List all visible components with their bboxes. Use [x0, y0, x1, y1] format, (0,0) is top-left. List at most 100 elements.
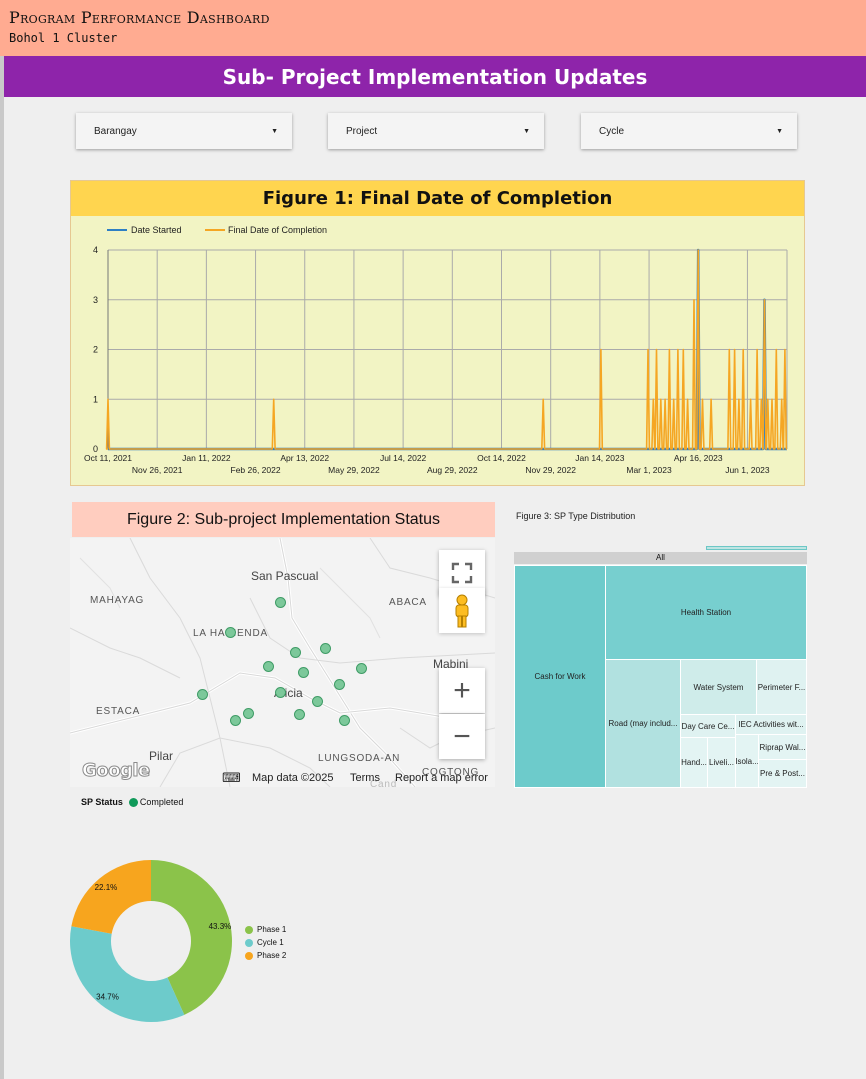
map-marker[interactable] — [320, 643, 331, 654]
map-label-cogtong: COGTONG — [422, 767, 480, 778]
chevron-down-icon: ▼ — [271, 127, 278, 135]
series-line-final-date-of-completion[interactable] — [105, 249, 788, 450]
treemap-cell-iec-activities[interactable]: IEC Activities wit... — [735, 714, 807, 735]
legend-label: Cycle 1 — [257, 938, 284, 947]
treemap-cell-pre-post[interactable]: Pre & Post... — [758, 759, 807, 788]
x-tick-label: Aug 29, 2022 — [427, 465, 478, 475]
map-marker[interactable] — [230, 715, 241, 726]
map-marker[interactable] — [312, 696, 323, 707]
zoom-in-button[interactable]: + — [439, 668, 485, 713]
pegman-icon — [455, 594, 469, 627]
map-marker[interactable] — [339, 715, 350, 726]
map-marker[interactable] — [263, 661, 274, 672]
terms-link[interactable]: Terms — [350, 772, 380, 784]
treemap-root-label[interactable]: All — [514, 552, 807, 564]
chevron-down-icon: ▼ — [776, 127, 783, 135]
legend-label-completed: Completed — [139, 797, 184, 807]
map-label-estaca: ESTACA — [96, 706, 141, 717]
street-view-button[interactable] — [439, 588, 485, 633]
x-tick-label: Mar 1, 2023 — [626, 465, 672, 475]
treemap-cell-riprap-wall[interactable]: Riprap Wal... — [758, 734, 807, 760]
figure1-title: Figure 1: Final Date of Completion — [71, 181, 804, 216]
treemap-cell-handwashing[interactable]: Hand... — [680, 737, 708, 788]
map-marker[interactable] — [298, 667, 309, 678]
treemap-cell-livelihood[interactable]: Liveli... — [707, 737, 736, 788]
treemap-color-scale — [706, 546, 807, 550]
legend-swatch — [245, 951, 253, 960]
keyboard-icon[interactable]: ⌨ — [222, 770, 241, 785]
donut-slice-phase-1[interactable] — [151, 860, 232, 1015]
x-tick-label: Apr 13, 2022 — [280, 453, 329, 463]
app-title: Program Performance Dashboard — [9, 8, 270, 27]
x-tick-label: Jan 14, 2023 — [575, 453, 624, 463]
map-marker[interactable] — [334, 679, 345, 690]
treemap-cell-water-system[interactable]: Water System — [680, 659, 757, 715]
donut-legend: Phase 1 Cycle 1 Phase 2 — [245, 923, 286, 962]
legend-item-phase-2[interactable]: Phase 2 — [245, 949, 286, 962]
map-marker[interactable] — [197, 689, 208, 700]
x-tick-label: Jul 14, 2022 — [380, 453, 427, 463]
map-marker[interactable] — [290, 647, 301, 658]
barangay-filter[interactable]: Barangay ▼ — [76, 113, 292, 149]
treemap-cell-cash-for-work[interactable]: Cash for Work — [514, 565, 606, 788]
map-marker[interactable] — [243, 708, 254, 719]
donut-slice-cycle-1[interactable] — [70, 926, 185, 1022]
x-tick-label: Jan 11, 2022 — [182, 453, 231, 463]
treemap-cell-perimeter-fence[interactable]: Perimeter F... — [756, 659, 807, 715]
donut-slice-label: 34.7% — [96, 992, 119, 1001]
legend-item-phase-1[interactable]: Phase 1 — [245, 923, 286, 936]
top-header: Program Performance Dashboard Bohol 1 Cl… — [0, 0, 866, 56]
google-logo: Google — [82, 760, 151, 782]
figure1-series — [105, 248, 788, 451]
map-marker[interactable] — [275, 687, 286, 698]
map-label-mahayag: MAHAYAG — [90, 595, 145, 606]
figure1-grid — [107, 249, 788, 450]
x-tick-label: Oct 11, 2021 — [84, 453, 132, 463]
legend-swatch — [245, 938, 253, 947]
legend-swatch — [245, 925, 253, 934]
barangay-filter-label: Barangay — [94, 125, 137, 137]
treemap-cell-day-care-center[interactable]: Day Care Ce... — [680, 714, 736, 738]
x-tick-label: Oct 14, 2022 — [477, 453, 526, 463]
y-tick-label: 0 — [93, 444, 98, 454]
map-marker[interactable] — [275, 597, 286, 608]
donut-slice-label: 22.1% — [95, 883, 118, 892]
map-marker[interactable] — [356, 663, 367, 674]
figure1-panel: Figure 1: Final Date of Completion Date … — [70, 180, 805, 486]
treemap-cell-road[interactable]: Road (may includ... — [605, 659, 681, 788]
map-panel[interactable]: San Pascual MAHAYAG ABACA LA HACIENDA Ma… — [70, 538, 495, 787]
x-tick-label: May 29, 2022 — [328, 465, 380, 475]
project-filter[interactable]: Project ▼ — [328, 113, 544, 149]
legend-label: Phase 2 — [257, 951, 287, 960]
donut-slices — [70, 860, 232, 1022]
x-tick-label: Nov 29, 2022 — [525, 465, 576, 475]
fullscreen-icon — [451, 562, 473, 584]
map-marker[interactable] — [294, 709, 305, 720]
app-subtitle: Bohol 1 Cluster — [9, 31, 118, 45]
sp-donut-chart: 43.3% 34.7% 22.1% — [70, 860, 232, 1022]
x-tick-label: Nov 26, 2021 — [132, 465, 183, 475]
zoom-out-button[interactable]: − — [439, 714, 485, 759]
legend-label: Phase 1 — [257, 925, 287, 934]
treemap: All Cash for Work Health Station Road (m… — [514, 552, 807, 788]
left-edge-strip — [0, 56, 4, 1079]
legend-item-cycle-1[interactable]: Cycle 1 — [245, 936, 286, 949]
y-tick-label: 1 — [93, 394, 98, 404]
treemap-cell-isolation[interactable]: Isola... — [735, 734, 759, 788]
section-banner: Sub- Project Implementation Updates — [4, 56, 866, 97]
banner-title: Sub- Project Implementation Updates — [222, 64, 648, 89]
donut-labels: 43.3% 34.7% 22.1% — [95, 883, 232, 1002]
map-label-abaca: ABACA — [389, 597, 427, 608]
treemap-cell-health-station[interactable]: Health Station — [605, 565, 807, 660]
cycle-filter[interactable]: Cycle ▼ — [581, 113, 797, 149]
y-tick-label: 2 — [93, 345, 98, 355]
figure1-line-chart: Date Started Final Date of Completion 0 1… — [84, 225, 788, 475]
map-marker[interactable] — [225, 627, 236, 638]
legend-label-final-date: Final Date of Completion — [228, 225, 327, 235]
report-map-error-link[interactable]: Report a map error — [395, 772, 488, 784]
map-label-pilar: Pilar — [149, 749, 174, 763]
donut-slice-phase-2[interactable] — [71, 860, 151, 934]
figure3-title: Figure 3: SP Type Distribution — [516, 511, 636, 521]
